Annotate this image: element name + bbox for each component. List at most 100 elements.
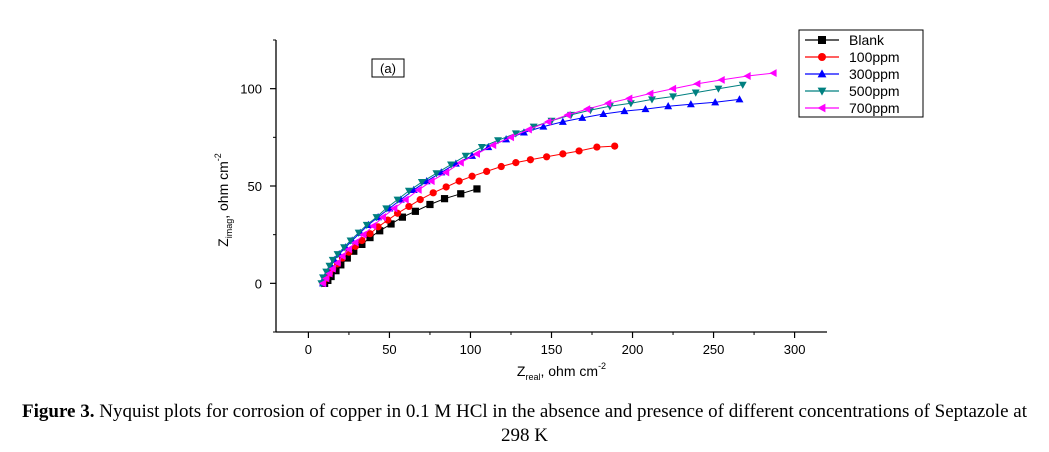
- x-tick-label: 300: [784, 342, 806, 357]
- data-point-700ppm: [472, 149, 481, 158]
- legend-label: 700ppm: [849, 100, 900, 116]
- data-point-700ppm: [524, 125, 532, 134]
- data-point-700ppm: [668, 84, 677, 93]
- legend-marker: [818, 53, 826, 61]
- data-point-blank: [457, 190, 465, 198]
- x-axis-label: Zreal, ohm cm-2: [517, 361, 606, 382]
- data-point-700ppm: [414, 185, 422, 194]
- data-point-700ppm: [506, 133, 515, 142]
- data-point-700ppm: [646, 89, 654, 98]
- x-tick-label: 100: [460, 342, 482, 357]
- panel-label-text: (a): [380, 61, 396, 76]
- data-point-500ppm: [691, 89, 700, 97]
- data-point-500ppm: [322, 268, 331, 276]
- caption-label: Figure 3.: [22, 401, 95, 422]
- legend-entry-blank: Blank: [805, 32, 885, 48]
- axes: 0 50 100 150 200 250 300 0 50 100 Zreal, ohm cm-2 Z…: [213, 39, 827, 382]
- data-point-700ppm: [442, 168, 450, 177]
- data-point-100ppm: [442, 183, 450, 191]
- data-point-500ppm: [333, 251, 342, 259]
- legend-marker: [817, 103, 826, 113]
- data-point-700ppm: [390, 204, 398, 213]
- data-point-500ppm: [346, 237, 355, 245]
- data-point-100ppm: [429, 189, 437, 197]
- data-point-100ppm: [512, 159, 520, 167]
- panel-label: (a): [371, 58, 405, 78]
- data-point-700ppm: [333, 258, 341, 267]
- panel-label-box: [371, 58, 405, 78]
- x-tick-label: 250: [703, 342, 725, 357]
- data-point-100ppm: [526, 156, 535, 164]
- data-point-300ppm: [539, 122, 548, 130]
- data-point-700ppm: [625, 94, 633, 103]
- legend-entry-500ppm: 500ppm: [805, 83, 900, 99]
- data-point-blank: [398, 213, 407, 221]
- data-point-100ppm: [575, 147, 583, 155]
- data-point-500ppm: [738, 81, 747, 89]
- data-point-700ppm: [583, 105, 591, 114]
- data-point-700ppm: [693, 79, 701, 88]
- data-point-500ppm: [404, 187, 413, 196]
- data-point-300ppm: [664, 102, 673, 110]
- data-point-blank: [343, 254, 351, 262]
- data-point-500ppm: [417, 179, 426, 187]
- data-point-700ppm: [563, 110, 571, 119]
- y-tick-label: 100: [240, 82, 262, 97]
- data-point-blank: [473, 185, 481, 193]
- data-point-700ppm: [322, 274, 330, 283]
- data-point-300ppm: [599, 109, 608, 118]
- data-point-700ppm: [369, 221, 377, 230]
- data-point-100ppm: [497, 162, 505, 171]
- series-line-700ppm: [322, 72, 774, 284]
- x-tick-label: 0: [305, 342, 312, 357]
- x-tick-label: 200: [622, 342, 644, 357]
- x-tick-label: 150: [541, 342, 563, 357]
- legend-marker: [817, 69, 827, 78]
- data-point-500ppm: [340, 244, 349, 252]
- data-point-300ppm: [422, 176, 431, 185]
- data-point-500ppm: [461, 152, 470, 160]
- data-point-300ppm: [686, 100, 695, 108]
- data-point-100ppm: [366, 230, 374, 238]
- data-point-500ppm: [648, 96, 656, 104]
- data-point-100ppm: [543, 153, 551, 161]
- data-point-300ppm: [578, 113, 587, 121]
- data-point-500ppm: [447, 161, 455, 169]
- data-point-100ppm: [358, 236, 366, 245]
- data-point-700ppm: [328, 264, 336, 273]
- legend-marker: [817, 87, 827, 96]
- data-point-700ppm: [351, 238, 359, 247]
- data-point-500ppm: [354, 229, 363, 237]
- data-point-300ppm: [409, 185, 418, 193]
- data-point-700ppm: [456, 158, 464, 167]
- y-tick-label: 50: [248, 179, 262, 194]
- series-line-100ppm: [322, 145, 615, 284]
- data-point-300ppm: [558, 117, 567, 125]
- data-point-700ppm: [427, 177, 435, 186]
- legend-marker: [818, 36, 826, 44]
- data-point-300ppm: [711, 98, 720, 106]
- data-point-500ppm: [477, 144, 486, 152]
- data-point-blank: [366, 233, 374, 242]
- data-point-blank: [332, 267, 340, 275]
- data-point-700ppm: [769, 69, 777, 78]
- data-point-blank: [411, 207, 419, 215]
- data-point-500ppm: [362, 221, 371, 230]
- data-point-700ppm: [359, 230, 367, 239]
- data-point-500ppm: [325, 262, 334, 270]
- data-point-700ppm: [604, 99, 612, 108]
- data-point-700ppm: [318, 279, 327, 288]
- data-point-blank: [376, 227, 384, 235]
- data-point-100ppm: [405, 202, 413, 211]
- data-point-500ppm: [372, 214, 381, 222]
- figure-caption: Figure 3. Nyquist plots for corrosion of…: [20, 400, 1029, 448]
- data-point-700ppm: [743, 72, 751, 80]
- data-point-500ppm: [494, 137, 502, 145]
- series-layer: [317, 69, 777, 288]
- series-line-500ppm: [320, 84, 743, 284]
- legend-entry-100ppm: 100ppm: [805, 49, 900, 65]
- data-point-500ppm: [626, 100, 635, 108]
- data-point-500ppm: [511, 130, 520, 138]
- data-point-700ppm: [401, 195, 409, 204]
